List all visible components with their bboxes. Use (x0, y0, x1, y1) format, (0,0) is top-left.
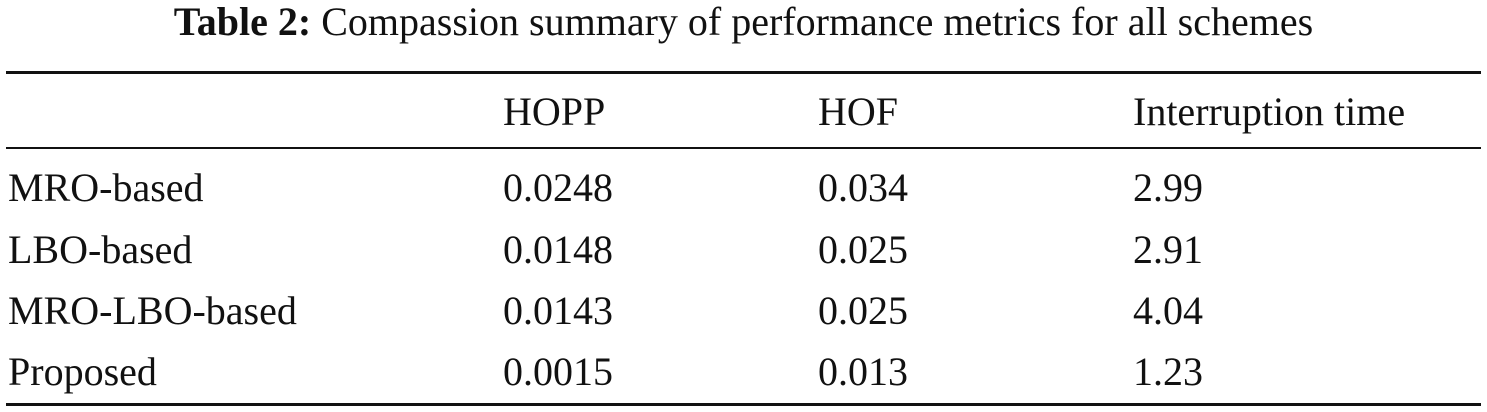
row-label: LBO-based (8, 227, 193, 272)
row-label: MRO-LBO-based (8, 288, 297, 333)
table-cell: 0.013 (818, 349, 908, 394)
table-cell: 2.99 (1133, 165, 1203, 210)
table-caption: Table 2: Compassion summary of performanc… (0, 0, 1487, 44)
table-cell: 0.025 (818, 288, 908, 333)
row-label: Proposed (8, 349, 157, 394)
table-cell: 0.0148 (503, 227, 613, 272)
column-header: HOPP (503, 89, 606, 134)
table-cell: 0.025 (818, 227, 908, 272)
top-rule (6, 71, 1481, 74)
table-cell: 1.23 (1133, 349, 1203, 394)
column-header: HOF (818, 89, 899, 134)
table-cell: 0.0248 (503, 165, 613, 210)
bottom-rule (6, 403, 1481, 406)
row-label: MRO-based (8, 165, 204, 210)
table-cell: 2.91 (1133, 227, 1203, 272)
column-header: Interruption time (1133, 89, 1406, 134)
table-cell: 4.04 (1133, 288, 1203, 333)
table-cell: 0.0143 (503, 288, 613, 333)
table-cell: 0.034 (818, 165, 908, 210)
table-cell: 0.0015 (503, 349, 613, 394)
caption-label: Table 2: (173, 0, 312, 44)
caption-text: Compassion summary of performance metric… (321, 0, 1314, 44)
mid-rule (6, 147, 1481, 149)
